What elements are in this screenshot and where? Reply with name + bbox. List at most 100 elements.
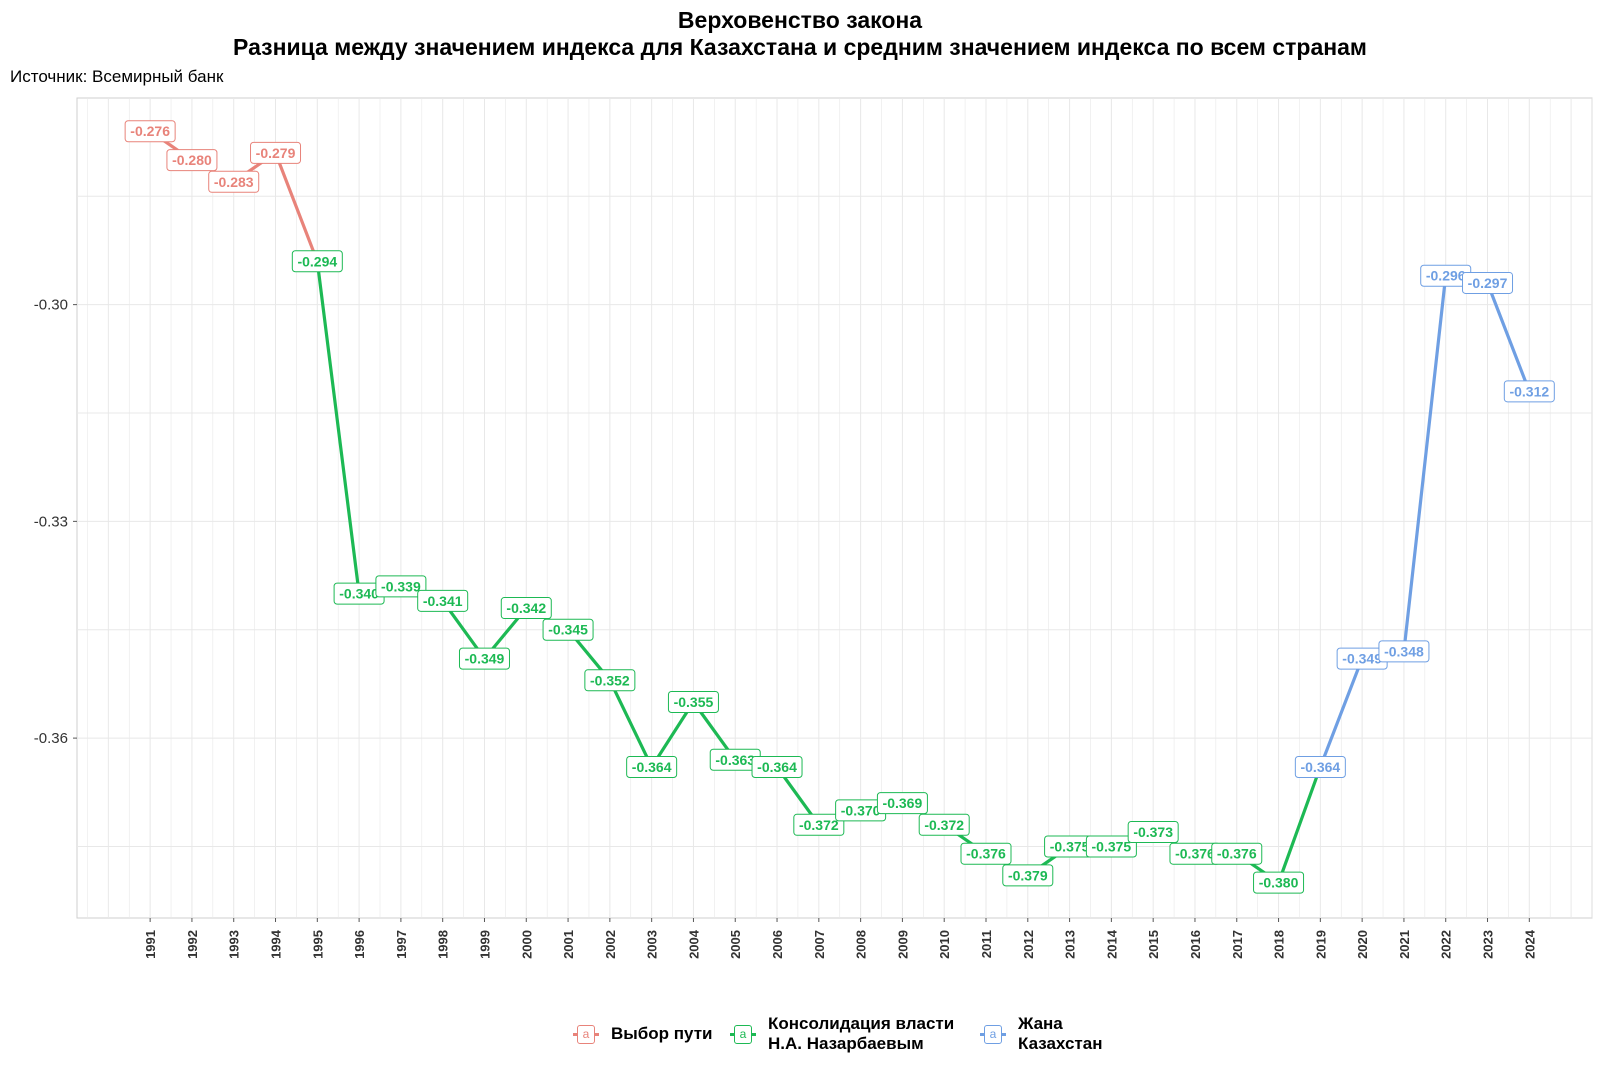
data-label: -0.297 bbox=[1468, 275, 1508, 291]
x-tick-label: 2007 bbox=[812, 930, 827, 959]
data-label: -0.370 bbox=[841, 802, 881, 818]
data-labels: -0.276-0.280-0.283-0.279-0.294-0.340 -0.3… bbox=[124, 120, 1555, 894]
x-tick-label: 2000 bbox=[519, 930, 534, 959]
legend-item-path: a Выбор пути bbox=[571, 1013, 713, 1055]
data-label-box bbox=[250, 141, 302, 164]
legend-key-consolidation: a bbox=[728, 1022, 758, 1046]
y-tick-label: -0.33 bbox=[34, 513, 68, 530]
data-label: -0.279 bbox=[256, 145, 296, 161]
plot-panel bbox=[76, 97, 1593, 919]
data-label-box bbox=[291, 250, 343, 273]
data-label-box bbox=[626, 756, 678, 779]
x-tick-label: 2024 bbox=[1522, 929, 1537, 959]
data-label: -0.372 bbox=[799, 817, 839, 833]
x-tick-label: 2004 bbox=[686, 929, 701, 959]
x-tick-label: 1998 bbox=[436, 930, 451, 959]
data-label-box bbox=[417, 589, 469, 612]
data-label: -0.296 bbox=[1426, 268, 1466, 284]
x-tick-label: 2016 bbox=[1188, 930, 1203, 959]
data-label-box bbox=[1462, 271, 1514, 294]
x-tick-label: 1991 bbox=[143, 930, 158, 959]
legend-key-path: a bbox=[571, 1022, 601, 1046]
chart-subtitle: Разница между значением индекса для Каза… bbox=[233, 34, 1367, 60]
data-label: -0.372 bbox=[924, 817, 964, 833]
data-label: -0.376 bbox=[1175, 846, 1215, 862]
data-label: -0.380 bbox=[1259, 875, 1299, 891]
data-label-box bbox=[1085, 835, 1137, 858]
data-label-box bbox=[1253, 871, 1305, 894]
series-line bbox=[1318, 274, 1531, 769]
data-label: -0.364 bbox=[757, 759, 797, 775]
x-tick-label: 2006 bbox=[770, 930, 785, 959]
data-label: -0.375 bbox=[1050, 838, 1090, 854]
x-tick-label: 1993 bbox=[227, 930, 242, 959]
x-tick-label: 1999 bbox=[477, 930, 492, 959]
x-tick-label: 2002 bbox=[603, 930, 618, 959]
data-label-box bbox=[876, 792, 928, 815]
data-label-box bbox=[1002, 864, 1054, 887]
data-label-box bbox=[751, 756, 803, 779]
x-tick-label: 2018 bbox=[1272, 930, 1287, 959]
x-tick-label: 2023 bbox=[1481, 930, 1496, 959]
grid-layer bbox=[76, 97, 1593, 919]
x-tick-label: 2009 bbox=[895, 930, 910, 959]
x-tick-label: 2022 bbox=[1439, 930, 1454, 959]
data-label: -0.376 bbox=[966, 846, 1006, 862]
chart-title: Верховенство закона bbox=[677, 7, 923, 33]
data-label: -0.349 bbox=[1342, 651, 1382, 667]
data-label: -0.276 bbox=[130, 123, 170, 139]
data-label: -0.369 bbox=[883, 795, 923, 811]
data-label-box bbox=[584, 669, 636, 692]
x-tick-label: 2001 bbox=[561, 930, 576, 959]
data-label: -0.379 bbox=[1008, 867, 1048, 883]
y-tick-label: -0.30 bbox=[34, 297, 68, 314]
data-label: -0.339 bbox=[381, 578, 421, 594]
data-label-box bbox=[375, 575, 427, 598]
data-label: -0.349 bbox=[465, 651, 505, 667]
data-label-box bbox=[793, 813, 845, 836]
x-tick-label: 1992 bbox=[185, 930, 200, 959]
x-tick-label: 2012 bbox=[1021, 930, 1036, 959]
x-tick-label: 2015 bbox=[1146, 930, 1161, 959]
data-label: -0.283 bbox=[214, 174, 254, 190]
data-label-box bbox=[208, 170, 260, 193]
data-label: -0.294 bbox=[297, 253, 337, 269]
data-label-box bbox=[166, 149, 218, 172]
data-label-box bbox=[1211, 842, 1263, 865]
data-label: -0.363 bbox=[715, 752, 755, 768]
data-label: -0.364 bbox=[1300, 759, 1340, 775]
x-tick-label: 2021 bbox=[1397, 930, 1412, 959]
data-label: -0.348 bbox=[1384, 643, 1424, 659]
x-tick-label: 1995 bbox=[310, 930, 325, 959]
data-label: -0.312 bbox=[1509, 383, 1549, 399]
data-label-box bbox=[960, 842, 1012, 865]
data-label: -0.364 bbox=[632, 759, 672, 775]
data-label: -0.280 bbox=[172, 152, 212, 168]
x-tick-label: 1996 bbox=[352, 930, 367, 959]
data-label: -0.342 bbox=[506, 600, 546, 616]
x-tick-label: 2017 bbox=[1230, 930, 1245, 959]
legend-label-path: Выбор пути bbox=[611, 1024, 713, 1043]
data-label: -0.355 bbox=[674, 694, 714, 710]
data-label: -0.341 bbox=[423, 593, 463, 609]
x-tick-label: 2013 bbox=[1063, 930, 1078, 959]
x-tick-label: 2020 bbox=[1355, 930, 1370, 959]
legend-item-new-kz: a Жана Казахстан bbox=[978, 1013, 1102, 1055]
x-tick-label: 2019 bbox=[1313, 930, 1328, 959]
x-tick-label: 2010 bbox=[937, 930, 952, 959]
data-label-box bbox=[667, 690, 719, 713]
source-caption: Источник: Всемирный банк bbox=[10, 67, 224, 86]
data-label-box bbox=[500, 597, 552, 620]
y-tick-label: -0.36 bbox=[34, 730, 68, 747]
legend-item-consolidation: a Консолидация власти Н.А. Назарбаевым bbox=[728, 1013, 954, 1055]
data-label: -0.340 bbox=[339, 586, 379, 602]
axis-layer: -0.30 -0.33 -0.36 1991 1992 1993 1994 1995 1996 1… bbox=[34, 297, 1538, 959]
x-tick-label: 2008 bbox=[854, 930, 869, 959]
data-label: -0.375 bbox=[1092, 838, 1132, 854]
data-label-box bbox=[1378, 640, 1430, 663]
data-label-box bbox=[1503, 380, 1555, 403]
x-tick-label: 2005 bbox=[728, 930, 743, 959]
x-tick-label: 1994 bbox=[269, 929, 284, 959]
data-label-box bbox=[458, 647, 510, 670]
